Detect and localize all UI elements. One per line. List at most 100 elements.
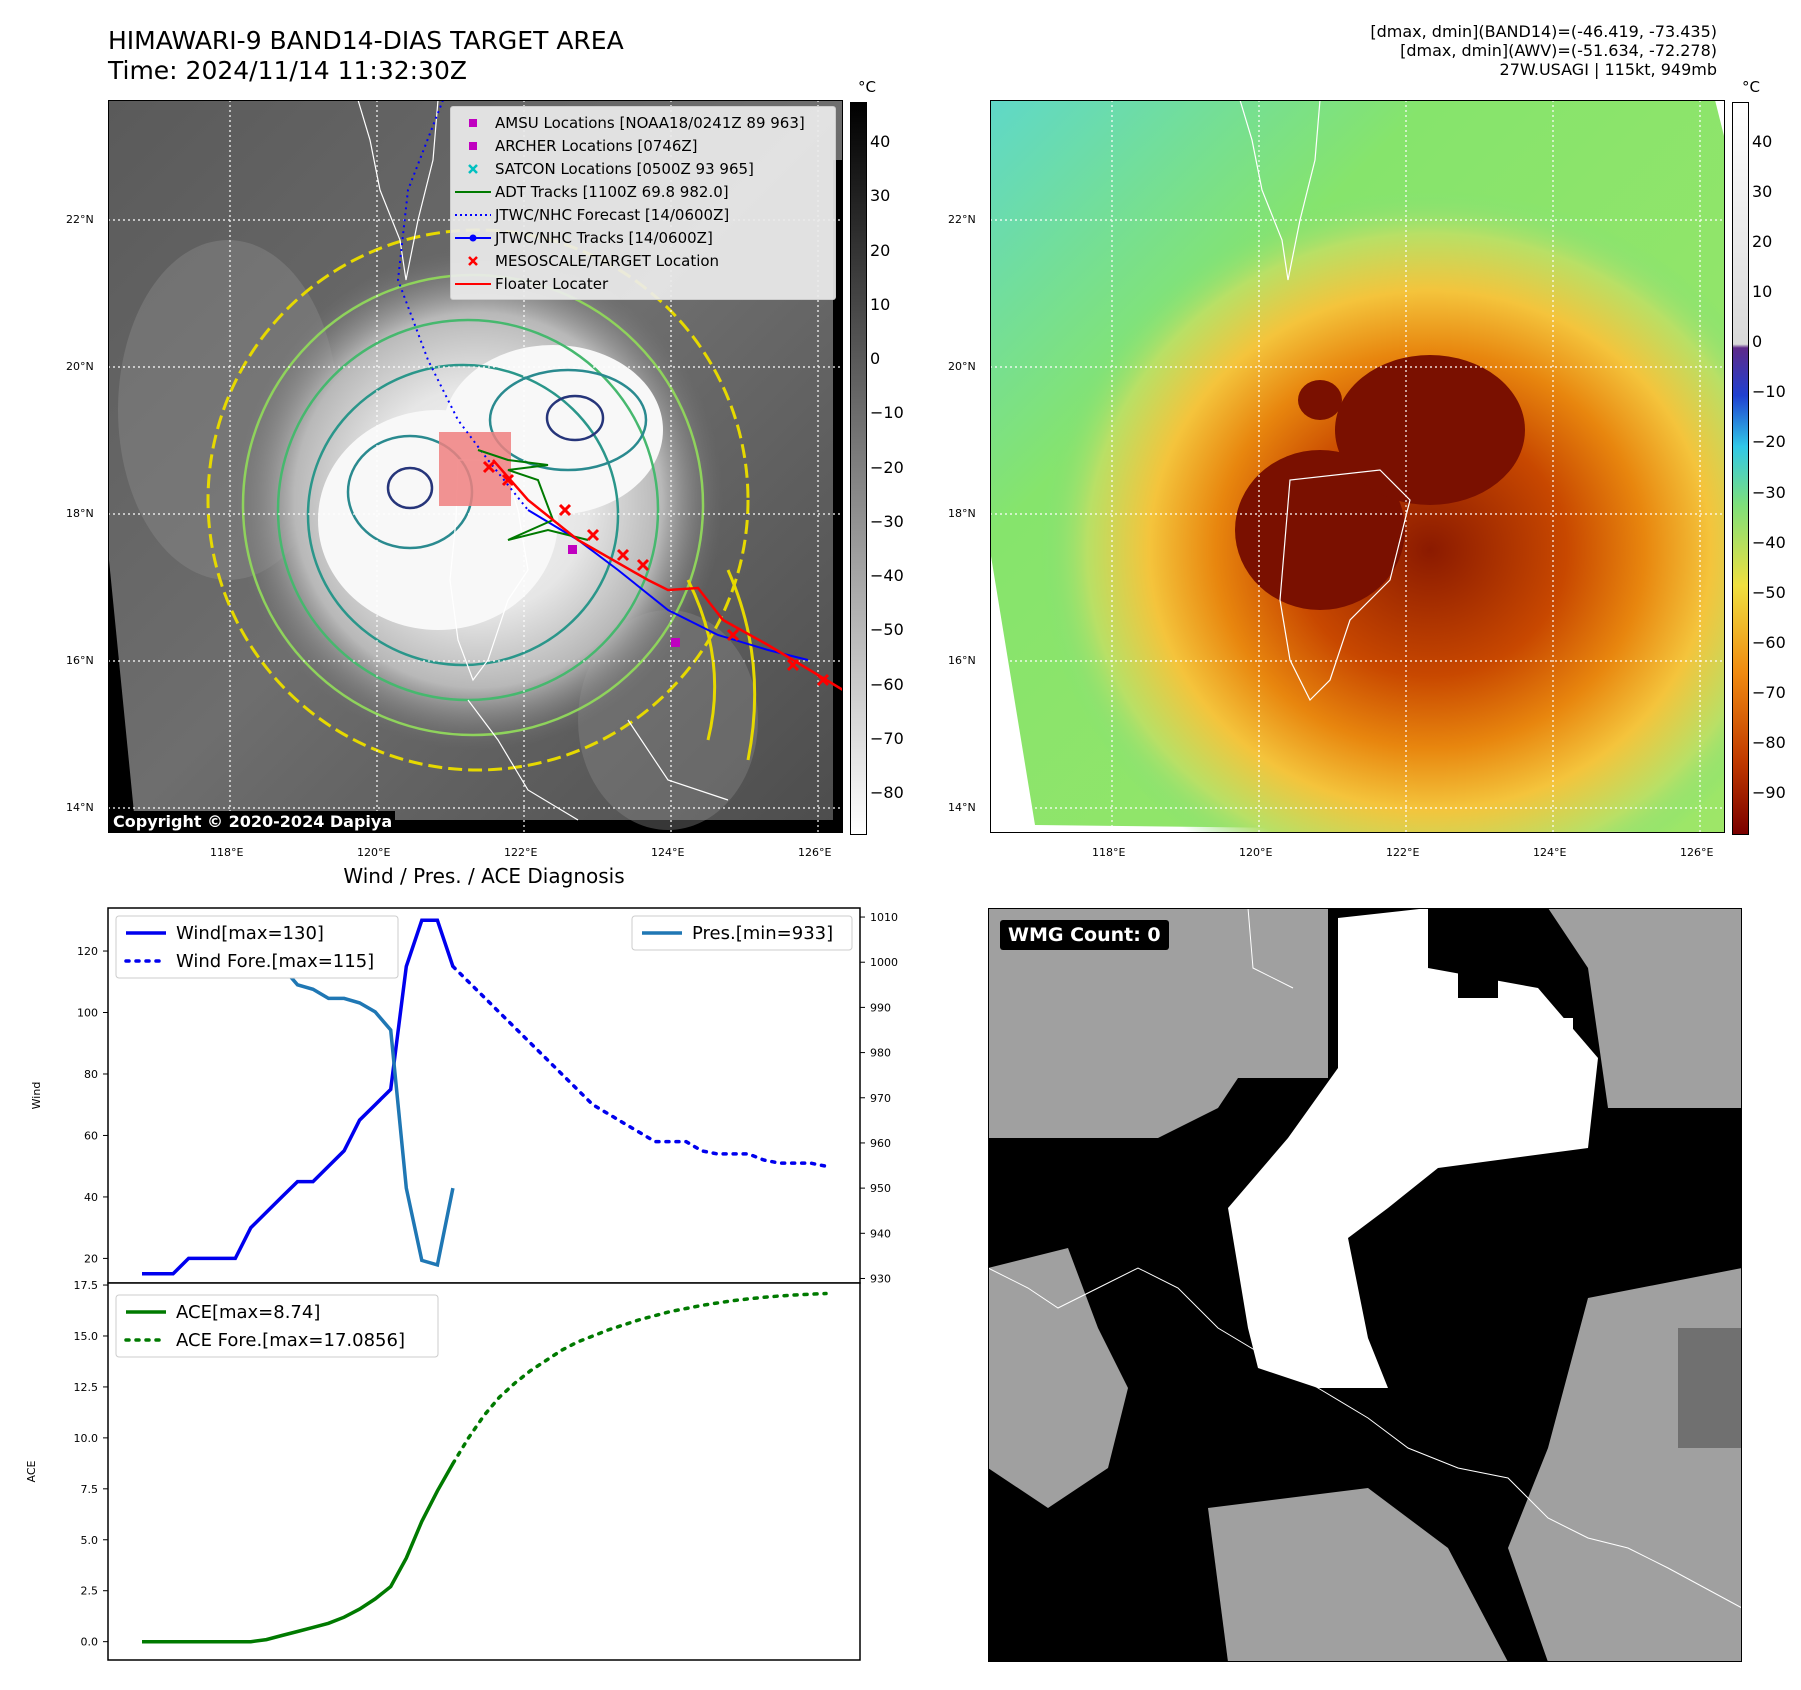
pressure-y-tick-label: 980 <box>870 1047 891 1060</box>
legend-symbol-line-dot-icon <box>455 234 491 241</box>
pressure-y-tick-label: 960 <box>870 1137 891 1150</box>
colorbar-tick-label: 10 <box>1752 282 1773 302</box>
ace-y-tick-label: 5.0 <box>81 1534 99 1547</box>
wmg-gray-region-w <box>988 1248 1128 1508</box>
colorbar-tick-label: −60 <box>1752 632 1786 652</box>
legend-symbol-square-icon <box>469 118 477 127</box>
wmg-gray-region-nw <box>988 908 1328 1138</box>
pressure-y-tick-label: 1010 <box>870 911 898 924</box>
lat-label: 16°N <box>948 654 976 667</box>
ace-chart: 0.0 2.5 5.0 7.5 10.0 12.5 15.0 17.5 ACE ACE[max=8… <box>25 1280 861 1661</box>
colorbar-tick-label: −90 <box>1752 783 1786 802</box>
lon-label: 126°E <box>1680 846 1714 859</box>
legend-item-jtwc-tracks: JTWC/NHC Tracks [14/0600Z] <box>451 226 835 249</box>
pressure-legend: Pres.[min=933] <box>631 915 853 951</box>
ace-legend: ACE[max=8.74] ACE Fore.[max=17.0856] <box>115 1294 439 1358</box>
series-line-1 <box>451 964 828 1168</box>
color-coast-taiwan <box>1239 100 1321 281</box>
colorbar-tick-label: 20 <box>1752 232 1773 252</box>
pressure-y-tick-label: 940 <box>870 1227 891 1240</box>
colorbar-tick-label: 40 <box>870 132 891 151</box>
legend-label-pressure: Pres.[min=933] <box>692 923 833 944</box>
wmg-gray-region-s <box>1208 1488 1508 1662</box>
wind-pressure-chart: 20 40 60 80 100 120 930 940 950 960 970 980 990 1000 1… <box>30 907 898 1285</box>
lon-label: 126°E <box>798 846 832 859</box>
wind-y-tick-label: 60 <box>84 1129 98 1142</box>
legend-symbol-x-icon <box>468 163 478 174</box>
ace-series-line-0 <box>142 1462 455 1644</box>
colorbar-tick-label: −30 <box>870 511 904 531</box>
lat-label: 20°N <box>948 360 976 373</box>
pressure-y-tick-label: 970 <box>870 1092 891 1105</box>
wind-y-tick-label: 80 <box>84 1068 98 1081</box>
ace-y-tick-label: 2.5 <box>81 1585 99 1598</box>
colorbar-tick-label: −80 <box>870 783 904 802</box>
lat-label: 18°N <box>948 507 976 520</box>
lat-label: 14°N <box>948 801 976 814</box>
color-core-north <box>1335 355 1525 505</box>
colorbar-tick-label: 40 <box>1752 132 1773 151</box>
wind-legend: Wind[max=130] Wind Fore.[max=115] <box>115 915 399 979</box>
legend-label: Floater Locater <box>495 274 609 293</box>
wmg-count-badge: WMG Count: 0 <box>1000 920 1169 950</box>
legend-label-ace-forecast: ACE Fore.[max=17.0856] <box>176 1330 405 1351</box>
legend-symbol-line-icon <box>455 282 491 285</box>
colorbar-tick-label: 20 <box>870 240 891 260</box>
lon-label: 118°E <box>1092 846 1126 859</box>
floater-locater-track <box>492 459 843 692</box>
lon-label: 120°E <box>357 846 391 859</box>
archer-location-marker <box>671 638 680 647</box>
colorbar-tick-label: −60 <box>870 674 904 694</box>
legend-item-archer: ARCHER Locations [0746Z] <box>451 134 835 157</box>
wmg-coastline <box>988 1267 1742 1609</box>
contour-navy-west <box>386 466 434 510</box>
target-area-box <box>439 432 511 506</box>
colorbar-tick-label: −30 <box>1752 482 1786 502</box>
legend-label-wind-forecast: Wind Fore.[max=115] <box>176 951 374 972</box>
legend-item-amsu: AMSU Locations [NOAA18/0241Z 89 963] <box>451 111 835 134</box>
info-line2: [dmax, dmin](AWV)=(-51.634, -72.278) <box>1400 41 1717 60</box>
coast-luzon <box>449 459 529 682</box>
lat-label: 22°N <box>66 213 94 226</box>
lat-label: 18°N <box>66 507 94 520</box>
wmg-white-patch <box>1528 1018 1573 1032</box>
ace-series-line-1 <box>451 1291 828 1466</box>
legend-label: JTWC/NHC Forecast [14/0600Z] <box>495 205 730 224</box>
pressure-legend-box <box>631 915 853 951</box>
coast-taiwan <box>357 100 439 281</box>
colorbar-tick-label: −70 <box>870 728 904 748</box>
wmg-white-region <box>1228 908 1598 1388</box>
colorbar-tick-label: −10 <box>1752 382 1786 402</box>
pressure-y-tick-label: 930 <box>870 1272 891 1285</box>
contour-teal <box>306 363 620 667</box>
map-legend: AMSU Locations [NOAA18/0241Z 89 963] ARC… <box>450 106 836 300</box>
lon-label: 124°E <box>651 846 685 859</box>
figure-title-line1: HIMAWARI-9 BAND14-DIAS TARGET AREA <box>108 26 624 55</box>
amsu-location-marker <box>568 545 577 554</box>
figure-title-line2: Time: 2024/11/14 11:32:30Z <box>108 56 467 85</box>
wind-axis-label: Wind <box>30 1082 43 1110</box>
colorbar-tick-label: 0 <box>870 349 881 368</box>
ace-axis-label: ACE <box>25 1460 38 1482</box>
legend-symbol-line-icon <box>455 190 491 193</box>
legend-label: ADT Tracks [1100Z 69.8 982.0] <box>495 182 729 201</box>
lat-label: 22°N <box>948 213 976 226</box>
legend-symbol-x-icon <box>468 255 478 266</box>
colorbar-tick-label: −20 <box>870 457 904 477</box>
colorbar-tick-label: 30 <box>870 186 891 206</box>
lon-label: 122°E <box>504 846 538 859</box>
colorbar-tick-label: −70 <box>1752 682 1786 702</box>
legend-label: SATCON Locations [0500Z 93 965] <box>495 159 754 178</box>
colorbar-tick-label: −40 <box>1752 532 1786 552</box>
rainband-south <box>686 569 757 761</box>
ace-y-tick-label: 12.5 <box>74 1381 99 1394</box>
colorbar-tick-label: −40 <box>870 566 904 585</box>
lon-label: 122°E <box>1386 846 1420 859</box>
contour-teal-north <box>488 368 648 472</box>
wind-y-tick-label: 20 <box>84 1252 98 1265</box>
legend-label-wind: Wind[max=130] <box>176 923 324 944</box>
colorbar-gray-unit: °C <box>858 78 876 96</box>
ace-y-tick-label: 0.0 <box>81 1636 99 1649</box>
legend-item-target: MESOSCALE/TARGET Location <box>451 249 835 272</box>
wind-y-tick-label: 40 <box>84 1191 98 1204</box>
